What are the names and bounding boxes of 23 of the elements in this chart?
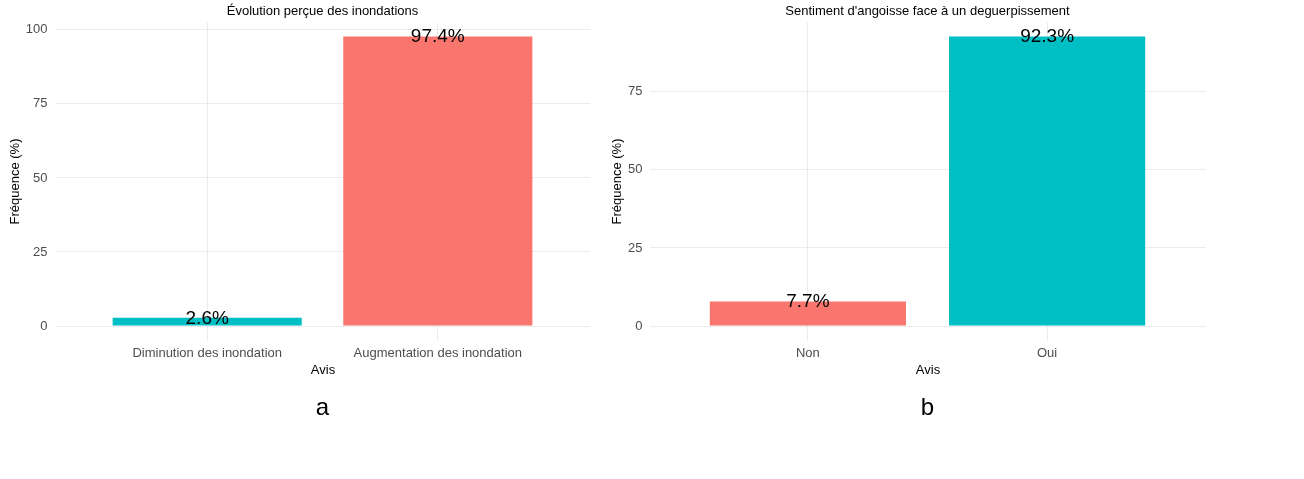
y-tick-label: 50 — [628, 161, 643, 177]
text: a — [315, 393, 330, 420]
y-axis-title: Fréquence (%) — [6, 138, 22, 225]
x-axis-title: Avis — [310, 361, 336, 377]
y-tick-label: 50 — [33, 169, 48, 185]
data-label: 7.7% — [786, 290, 830, 312]
y-axis-title: Fréquence (%) — [609, 138, 625, 225]
text: b — [920, 393, 935, 420]
y-tick-label: 25 — [628, 239, 643, 255]
y-tick-label: 75 — [628, 83, 643, 99]
x-tick-label: Oui — [1036, 344, 1058, 360]
y-tick-label: 100 — [25, 21, 48, 37]
y-tick-label: 25 — [33, 243, 48, 259]
y-tick-label: 75 — [33, 95, 48, 111]
x-tick-label: Augmentation des inondation — [353, 344, 522, 360]
x-axis-title: Avis — [915, 361, 941, 377]
x-tick-label: Diminution des inondation — [132, 344, 282, 360]
chart-title: Sentiment d'angoisse face à un deguerpissement — [785, 3, 1071, 18]
data-label: 97.4% — [410, 25, 465, 47]
chart-title: Évolution perçue des inondations — [226, 3, 419, 18]
x-tick-label: Non — [795, 344, 820, 360]
y-tick-label: 0 — [635, 318, 643, 334]
y-tick-label: 0 — [40, 318, 48, 334]
